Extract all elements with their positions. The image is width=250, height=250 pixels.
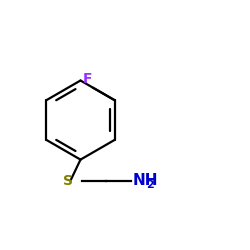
Text: NH: NH xyxy=(132,172,158,188)
Text: S: S xyxy=(63,174,73,188)
Text: 2: 2 xyxy=(146,180,154,190)
Text: F: F xyxy=(82,72,92,86)
